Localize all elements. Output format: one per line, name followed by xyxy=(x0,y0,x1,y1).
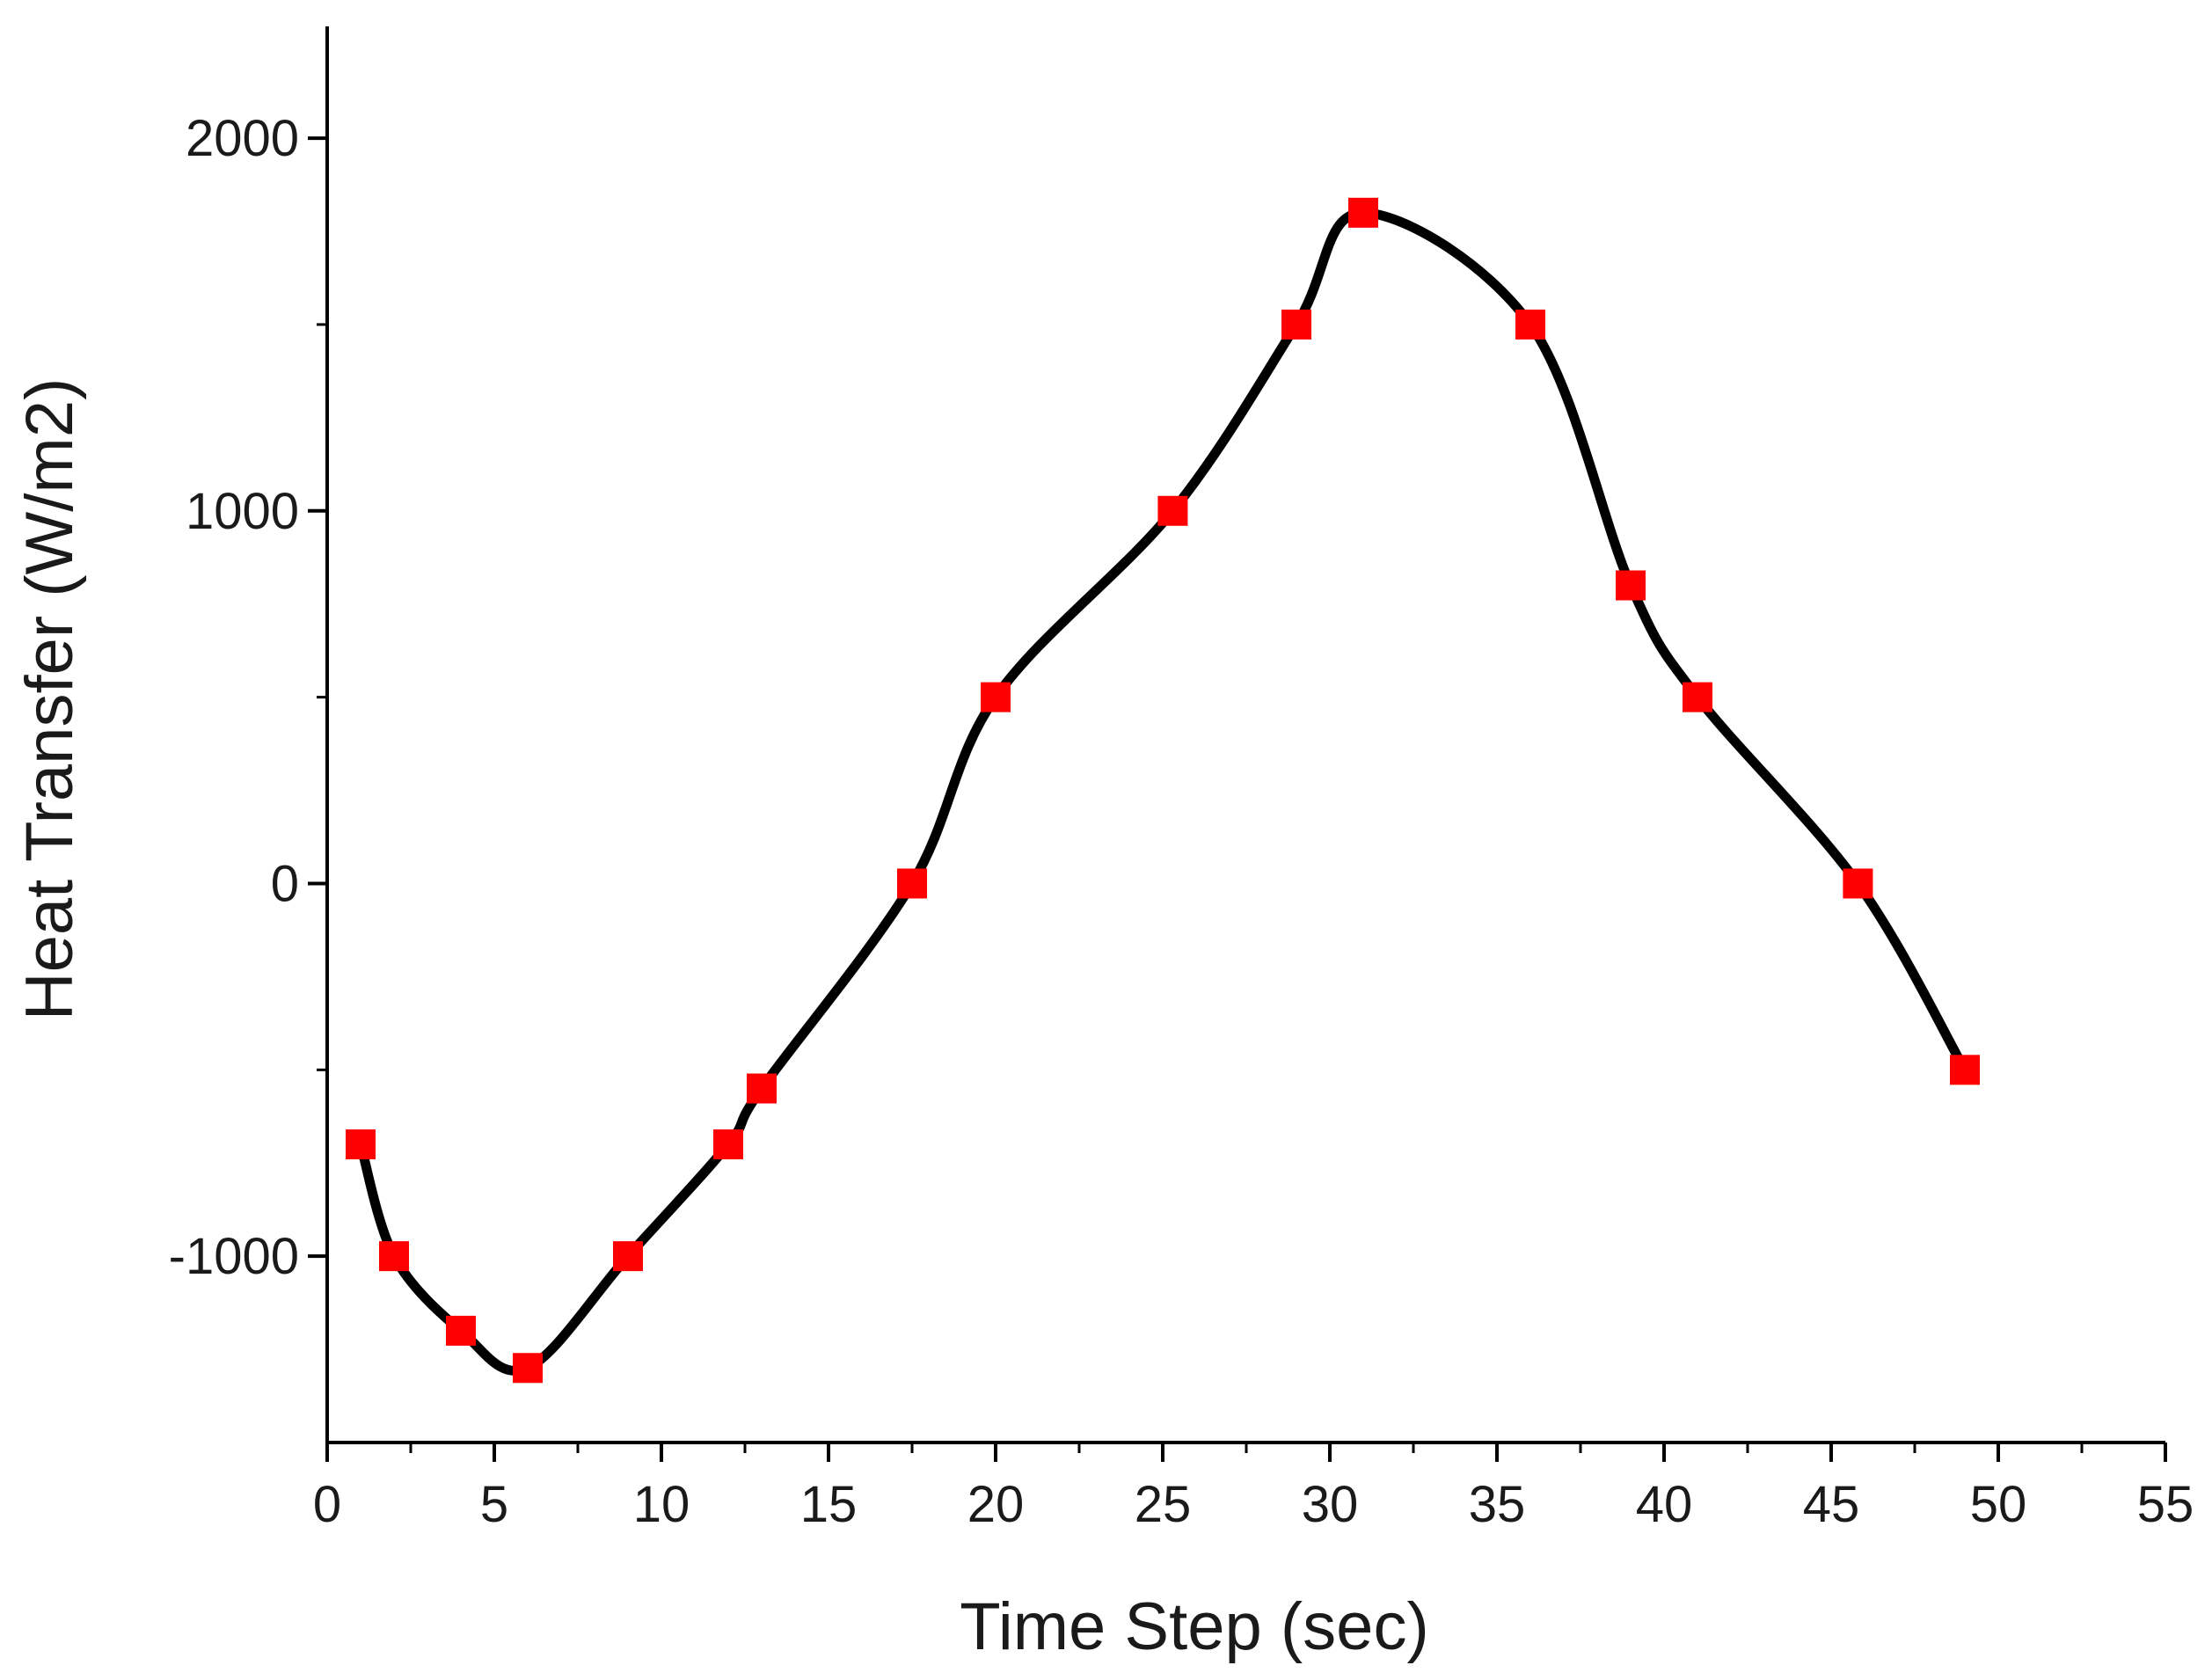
x-tick-label: 35 xyxy=(1469,1476,1526,1533)
x-tick-label: 5 xyxy=(480,1476,508,1533)
x-tick-label: 20 xyxy=(967,1476,1025,1533)
data-point-marker xyxy=(613,1241,643,1272)
x-tick-label: 25 xyxy=(1135,1476,1192,1533)
data-point-marker xyxy=(1515,309,1545,340)
x-tick-label: 55 xyxy=(2137,1476,2194,1533)
x-tick-label: 50 xyxy=(1970,1476,2027,1533)
x-tick-label: 0 xyxy=(313,1476,341,1533)
data-point-marker xyxy=(1950,1055,1980,1085)
data-point-marker xyxy=(1616,570,1646,601)
data-point-marker xyxy=(1843,868,1873,899)
data-point-marker xyxy=(379,1241,409,1272)
y-tick-label: -1000 xyxy=(169,1228,299,1285)
series-layer xyxy=(355,208,1970,1376)
x-tick-label: 15 xyxy=(800,1476,858,1533)
axes: 0 5 10 15 20 25 30 35 40 45 50 55 -1000 0 1000 2000 xyxy=(169,26,2194,1533)
x-tick-label: 45 xyxy=(1803,1476,1860,1533)
data-point-marker xyxy=(747,1073,777,1104)
marker-layer xyxy=(346,197,1980,1384)
y-tick-label: 1000 xyxy=(186,483,299,540)
data-point-marker xyxy=(513,1353,543,1384)
x-tick-label: 40 xyxy=(1636,1476,1693,1533)
data-point-marker xyxy=(446,1315,476,1346)
x-tick-label: 30 xyxy=(1302,1476,1359,1533)
data-point-marker xyxy=(1683,682,1712,712)
y-tick-label: 0 xyxy=(271,855,299,912)
y-tick-label: 2000 xyxy=(186,110,299,167)
series-line xyxy=(355,208,1970,1376)
data-point-marker xyxy=(1281,309,1311,340)
data-point-marker xyxy=(897,868,927,899)
x-tick-label: 10 xyxy=(633,1476,690,1533)
data-point-marker xyxy=(713,1129,743,1160)
data-point-marker xyxy=(1157,495,1188,526)
data-point-marker xyxy=(346,1129,376,1160)
x-axis-title: Time Step (sec) xyxy=(960,1589,1429,1664)
data-point-marker xyxy=(1348,197,1378,228)
data-point-marker xyxy=(981,682,1011,712)
y-axis-title: Heat Transfer (W/m2) xyxy=(12,378,87,1021)
